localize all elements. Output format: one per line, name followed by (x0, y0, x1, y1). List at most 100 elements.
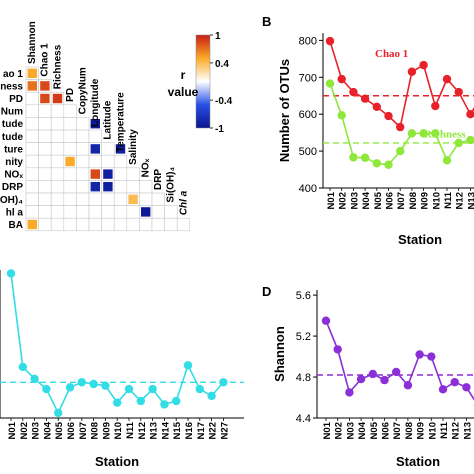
y-tick-label: 4.8 (296, 372, 311, 384)
x-tick-label: N06 (381, 422, 392, 439)
heatmap-correlation-square (90, 169, 100, 179)
series-point (396, 146, 405, 156)
x-tick-label: N22 (208, 422, 219, 439)
series-point (431, 101, 440, 111)
heatmap-cell-empty (139, 217, 153, 232)
heatmap-correlation-square (52, 93, 63, 104)
series-point (113, 398, 122, 407)
series-label: Chao 1 (375, 48, 408, 60)
heatmap-cell-empty (76, 154, 90, 169)
series-point (89, 379, 98, 389)
panel-c-line-chart: N01 N02 N03 N04 N05 N06 N07 N08 N09 N10 N11 N12 N13 N… (0, 269, 244, 469)
heatmap-correlation-square (65, 156, 75, 167)
heatmap-correlation-square (90, 182, 100, 192)
x-tick-label: N02 (338, 192, 349, 209)
heatmap-cell-empty (63, 192, 77, 206)
heatmap-correlation-square (40, 81, 50, 91)
x-tick-label: N13 (462, 422, 473, 439)
heatmap-correlation-square (27, 219, 37, 230)
x-tick-label: N07 (78, 422, 89, 439)
heatmap-cell-empty (63, 142, 77, 156)
heatmap-column-label: DRP (153, 169, 164, 190)
heatmap-row-label: NOₓ (4, 170, 23, 181)
x-axis-label: Station (396, 454, 440, 469)
heatmap-cell-empty (25, 192, 39, 206)
series-point (42, 384, 51, 394)
heatmap-row-label: BA (9, 220, 23, 231)
heatmap-column-label: CopyNum (77, 67, 88, 114)
colorbar-tick-label: -1 (215, 124, 224, 135)
x-tick-label: N12 (451, 422, 462, 439)
series-point (438, 385, 448, 394)
series-label: Richness (424, 128, 466, 140)
heatmap-cell-empty (25, 142, 39, 156)
heatmap-row-label: OH)₄ (0, 195, 23, 206)
series-point (407, 67, 417, 76)
heatmap-cell-empty (63, 129, 77, 143)
x-tick-label: N11 (439, 421, 450, 439)
series-point (450, 377, 459, 387)
heatmap-row-label: nity (5, 157, 23, 168)
heatmap-correlation-square (128, 194, 138, 204)
x-tick-label: N10 (427, 422, 438, 439)
series-point (454, 87, 463, 97)
x-tick-label: N16 (184, 422, 195, 439)
x-tick-label: N13 (466, 192, 474, 209)
colorbar (195, 34, 211, 129)
heatmap-cell-empty (126, 180, 140, 194)
heatmap-correlation-square (90, 119, 100, 129)
heatmap-cell-empty (63, 117, 77, 131)
series-point (454, 138, 463, 148)
heatmap-cell-empty (126, 217, 140, 232)
colorbar-title: value (168, 85, 199, 99)
heatmap-row-label: Num (1, 107, 23, 118)
heatmap-cell-empty (38, 217, 52, 232)
heatmap-cell-empty (50, 154, 65, 169)
heatmap-cell-empty (101, 154, 115, 169)
heatmap-cell-empty (76, 167, 90, 181)
y-tick-label: 4.4 (296, 413, 311, 425)
heatmap-cell-empty (25, 91, 39, 106)
series-point (183, 361, 193, 370)
heatmap-cell-empty (38, 154, 52, 169)
series-point (219, 378, 228, 387)
series-point (368, 369, 377, 379)
heatmap-cell-empty (63, 180, 77, 194)
heatmap-cell-empty (88, 205, 102, 219)
x-tick-label: N09 (101, 422, 112, 439)
series-point (172, 396, 181, 406)
x-tick-label: N04 (42, 421, 53, 439)
heatmap-cell-empty (25, 180, 39, 194)
series-point (431, 129, 440, 138)
heatmap-cell-empty (139, 180, 153, 194)
series-point (372, 102, 381, 112)
y-axis-label: Number of OTUs (277, 59, 292, 162)
heatmap-cell-empty (101, 217, 115, 232)
heatmap-cell-empty (50, 205, 65, 219)
x-tick-label: N05 (369, 421, 380, 439)
heatmap-cell-empty (50, 142, 65, 156)
heatmap-cell-empty (176, 217, 191, 232)
heatmap-column-label: Chl a (178, 190, 189, 215)
panel-label-b: B (262, 14, 271, 29)
heatmap-cell-empty (164, 205, 178, 219)
x-axis-label: Station (95, 454, 139, 469)
heatmap-cell-empty (76, 129, 90, 143)
heatmap-row-label: ture (4, 144, 23, 155)
heatmap-cell-empty (151, 217, 165, 232)
series-point (30, 374, 39, 384)
heatmap-cell-empty (50, 192, 65, 206)
y-axis-label: Shannon (272, 326, 287, 382)
colorbar-tick-label: -0.4 (215, 96, 233, 107)
x-tick-label: N17 (196, 422, 207, 439)
heatmap-cell-empty (126, 205, 140, 219)
heatmap-correlation-square (90, 144, 100, 154)
series-point (466, 109, 474, 119)
series-point (349, 153, 358, 162)
series-point (325, 79, 335, 88)
heatmap-cell-empty (76, 117, 90, 131)
x-tick-label: N15 (172, 421, 183, 439)
heatmap-row-label: tude (2, 132, 24, 143)
heatmap-correlation-square (27, 68, 37, 78)
